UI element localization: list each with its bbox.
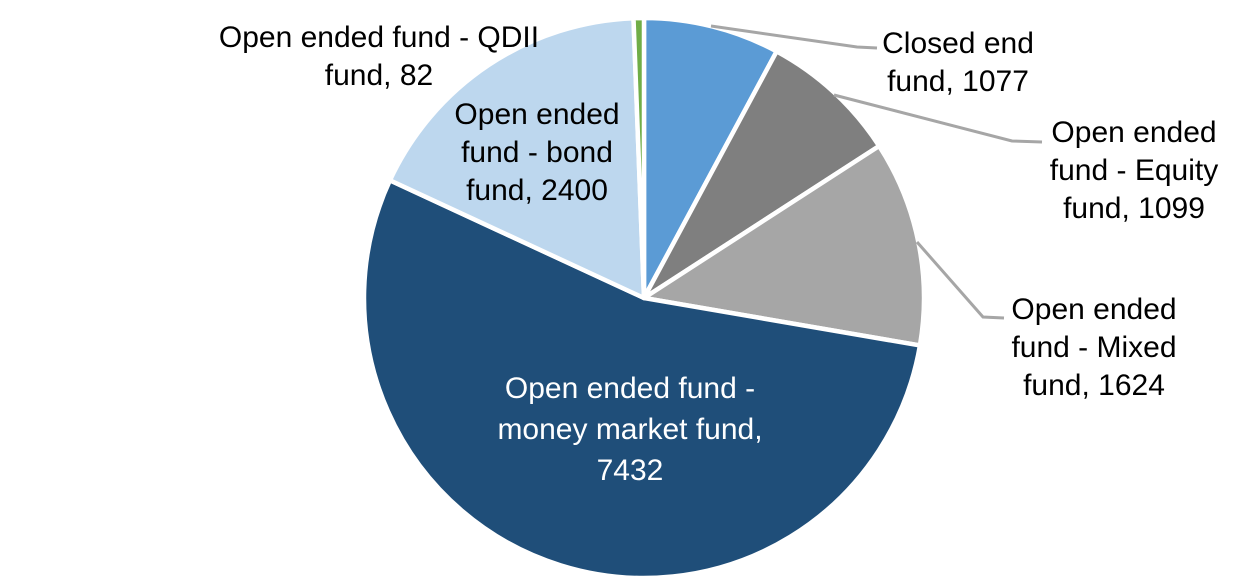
pie-slice-open-ended-equity-fund	[641, 49, 882, 301]
leader-line-closed-end-fund	[710, 24, 878, 50]
leader-line-open-ended-equity-fund	[833, 93, 1043, 144]
pie-slice-open-ended-bond-fund	[387, 15, 647, 301]
pie-slice-open-ended-qdii-fund	[631, 15, 647, 301]
pie-slice-open-ended-money-market-fund	[361, 178, 923, 581]
leader-line-open-ended-mixed-fund	[915, 241, 1005, 320]
